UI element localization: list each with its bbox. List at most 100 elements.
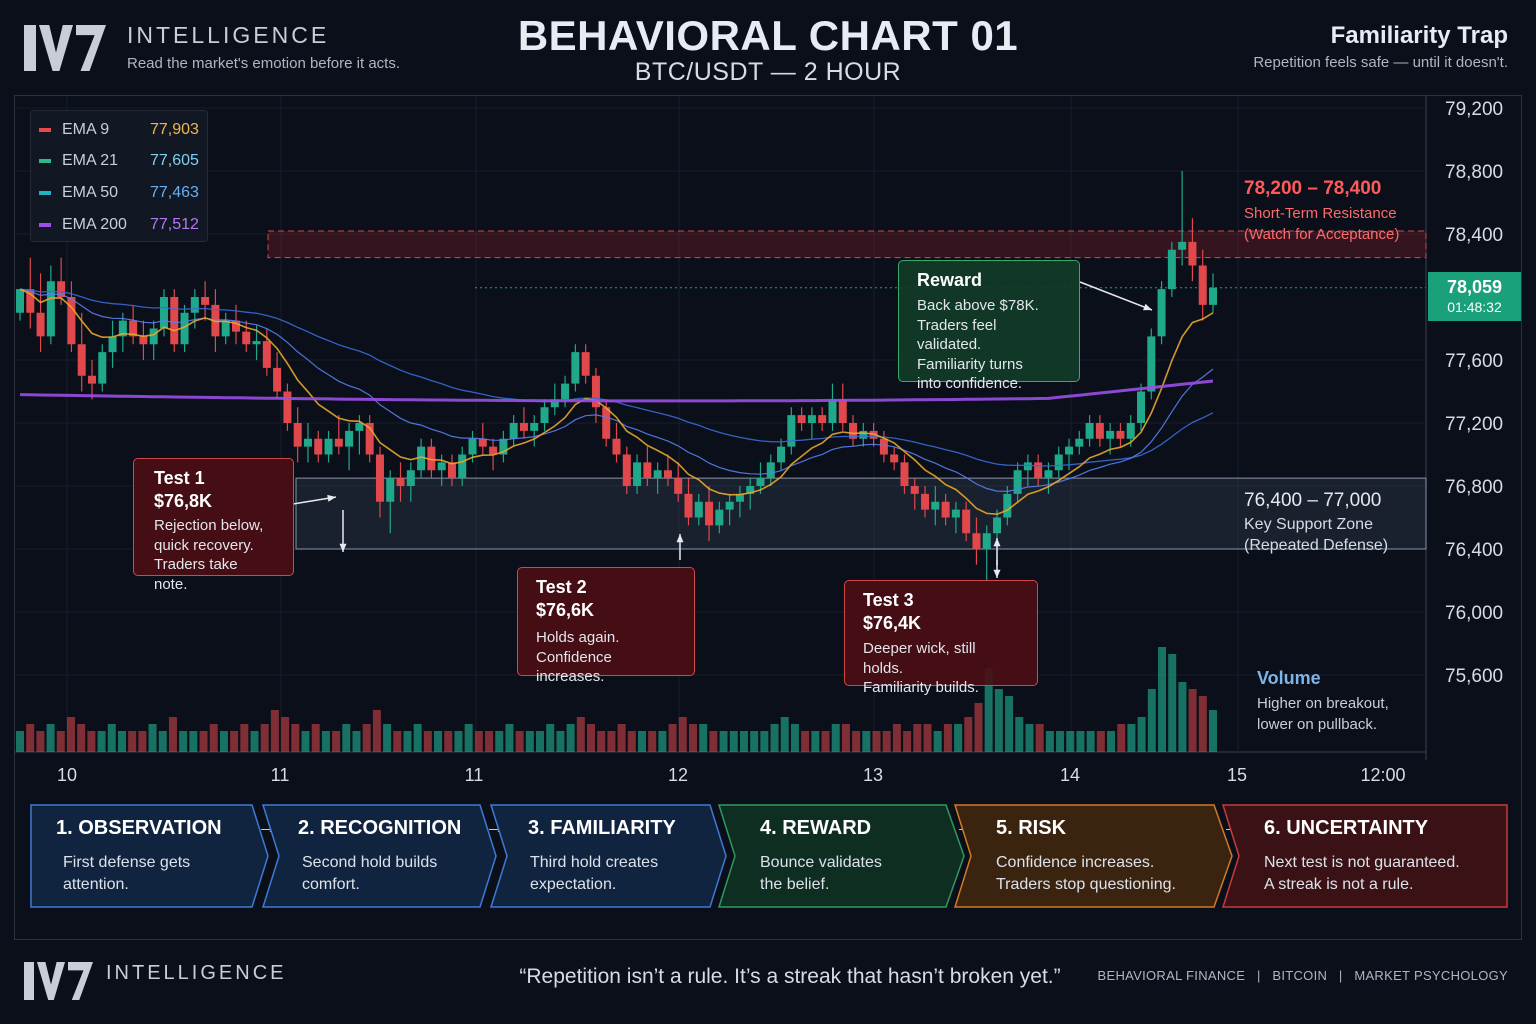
candle-body xyxy=(807,415,816,423)
volume-bar xyxy=(1066,731,1075,752)
volume-bar xyxy=(515,731,524,752)
step-shape xyxy=(490,804,727,908)
volume-bar xyxy=(536,731,545,752)
candle-body xyxy=(252,341,261,345)
step-title: 5. RISK xyxy=(996,817,1067,839)
callout-test2: Test 2 $76,6K Holds again. Confidence in… xyxy=(517,567,695,685)
legend-value: 77,512 xyxy=(150,216,199,233)
logo-mark xyxy=(24,25,106,71)
candle-body xyxy=(406,470,415,486)
volume-bar xyxy=(964,717,973,752)
test3-down-arrow-head xyxy=(993,569,1001,578)
page-title: BEHAVIORAL CHART 01 xyxy=(517,12,1019,59)
volume-bar xyxy=(933,731,942,752)
candle-body xyxy=(1085,423,1094,439)
volume-bar xyxy=(332,731,341,752)
candle-body xyxy=(324,438,333,455)
volume-bar xyxy=(250,731,259,752)
candle-body xyxy=(879,438,888,455)
candle-body xyxy=(746,486,755,494)
callout-line: Traders feel validated. xyxy=(917,316,997,354)
volume-bar xyxy=(943,724,952,752)
candle-body xyxy=(643,462,652,479)
candle-body xyxy=(663,470,672,479)
volume-bar xyxy=(454,731,463,752)
volume-bar xyxy=(587,724,596,752)
volume-bar xyxy=(831,724,840,752)
volume-bar xyxy=(872,731,881,752)
volume-bar xyxy=(413,724,422,752)
trap-title: Familiarity Trap xyxy=(1330,22,1508,49)
footer-logo-mark xyxy=(24,962,93,1000)
support-range: 76,400 – 77,000 xyxy=(1244,490,1382,511)
volume-bar xyxy=(974,703,983,752)
candle-body xyxy=(1147,336,1156,392)
y-tick-label: 76,000 xyxy=(1445,603,1503,624)
candle-body xyxy=(427,446,436,471)
candle-body xyxy=(293,423,302,447)
candle-body xyxy=(221,320,230,337)
candle-body xyxy=(1034,462,1043,479)
volume-bar xyxy=(637,731,646,752)
volume-bar xyxy=(311,724,320,752)
callout-line: Confidence increases. xyxy=(536,648,612,686)
callout-title: Test 1 xyxy=(154,468,205,488)
test2-arrow-head xyxy=(676,534,684,543)
step-line: Second hold builds xyxy=(302,854,438,871)
volume-bar xyxy=(1025,724,1034,752)
volume-bar xyxy=(372,710,381,752)
x-tick-label: 10 xyxy=(57,765,77,785)
candle-body xyxy=(201,297,210,305)
volume-bar xyxy=(189,731,198,752)
support-title: Key Support Zone xyxy=(1244,516,1373,533)
candle-body xyxy=(36,312,45,337)
candle-body xyxy=(108,336,117,353)
candle-body xyxy=(735,493,744,502)
candle-body xyxy=(355,423,364,431)
volume-bar xyxy=(699,724,708,752)
candle-body xyxy=(787,415,796,447)
step-observation: 1. OBSERVATION First defense gets attenti… xyxy=(30,804,270,908)
callout-title: Test 3 xyxy=(863,590,914,610)
candle-body xyxy=(602,407,611,439)
callout-test3: Test 3 $76,4K Deeper wick, still holds. … xyxy=(844,580,1038,696)
callout-line: Familiarity turns xyxy=(917,355,1023,373)
legend-item-ema50: EMA 50 77,463 xyxy=(39,184,199,202)
candle-body xyxy=(951,509,960,518)
volume-bar xyxy=(862,731,871,752)
test1-range-arrow-head xyxy=(339,543,347,552)
ema200-line xyxy=(19,379,1214,403)
volume-bar xyxy=(66,717,75,752)
step-reward: 4. REWARD Bounce validates the belief. xyxy=(718,804,966,908)
volume-bar xyxy=(1209,710,1217,752)
volume-bar xyxy=(321,731,330,752)
legend-value: 77,605 xyxy=(150,152,199,169)
volume-bar xyxy=(209,724,218,752)
candle-body xyxy=(499,438,508,455)
callout-line: Holds again. xyxy=(536,629,620,646)
volume-bar xyxy=(474,731,483,752)
candle-body xyxy=(818,415,827,423)
step-shape xyxy=(718,804,965,908)
volume-bar xyxy=(1045,731,1054,752)
candle-body xyxy=(1126,423,1135,439)
volume-bar xyxy=(1158,647,1167,752)
volume-bar xyxy=(56,731,65,752)
volume-bar xyxy=(954,724,963,752)
volume-bar xyxy=(617,724,626,752)
test3-arrow-head xyxy=(993,538,1001,547)
candle-body xyxy=(715,509,724,526)
step-desc: Next test is not guaranteed. A streak is … xyxy=(1264,852,1460,896)
candle-body xyxy=(622,454,631,486)
candle-body xyxy=(766,462,775,479)
y-tick-label: 76,800 xyxy=(1445,477,1503,498)
step-title: 4. REWARD xyxy=(760,817,872,839)
callout-test1: Test 1 $76,8K Rejection below, quick rec… xyxy=(133,458,294,593)
candle-body xyxy=(694,501,703,518)
resistance-title: Short-Term Resistance xyxy=(1244,205,1397,222)
candle-body xyxy=(46,281,55,337)
volume-line1: Higher on breakout, xyxy=(1257,695,1389,712)
legend-value: 77,903 xyxy=(150,121,199,138)
candle-body xyxy=(777,446,786,463)
